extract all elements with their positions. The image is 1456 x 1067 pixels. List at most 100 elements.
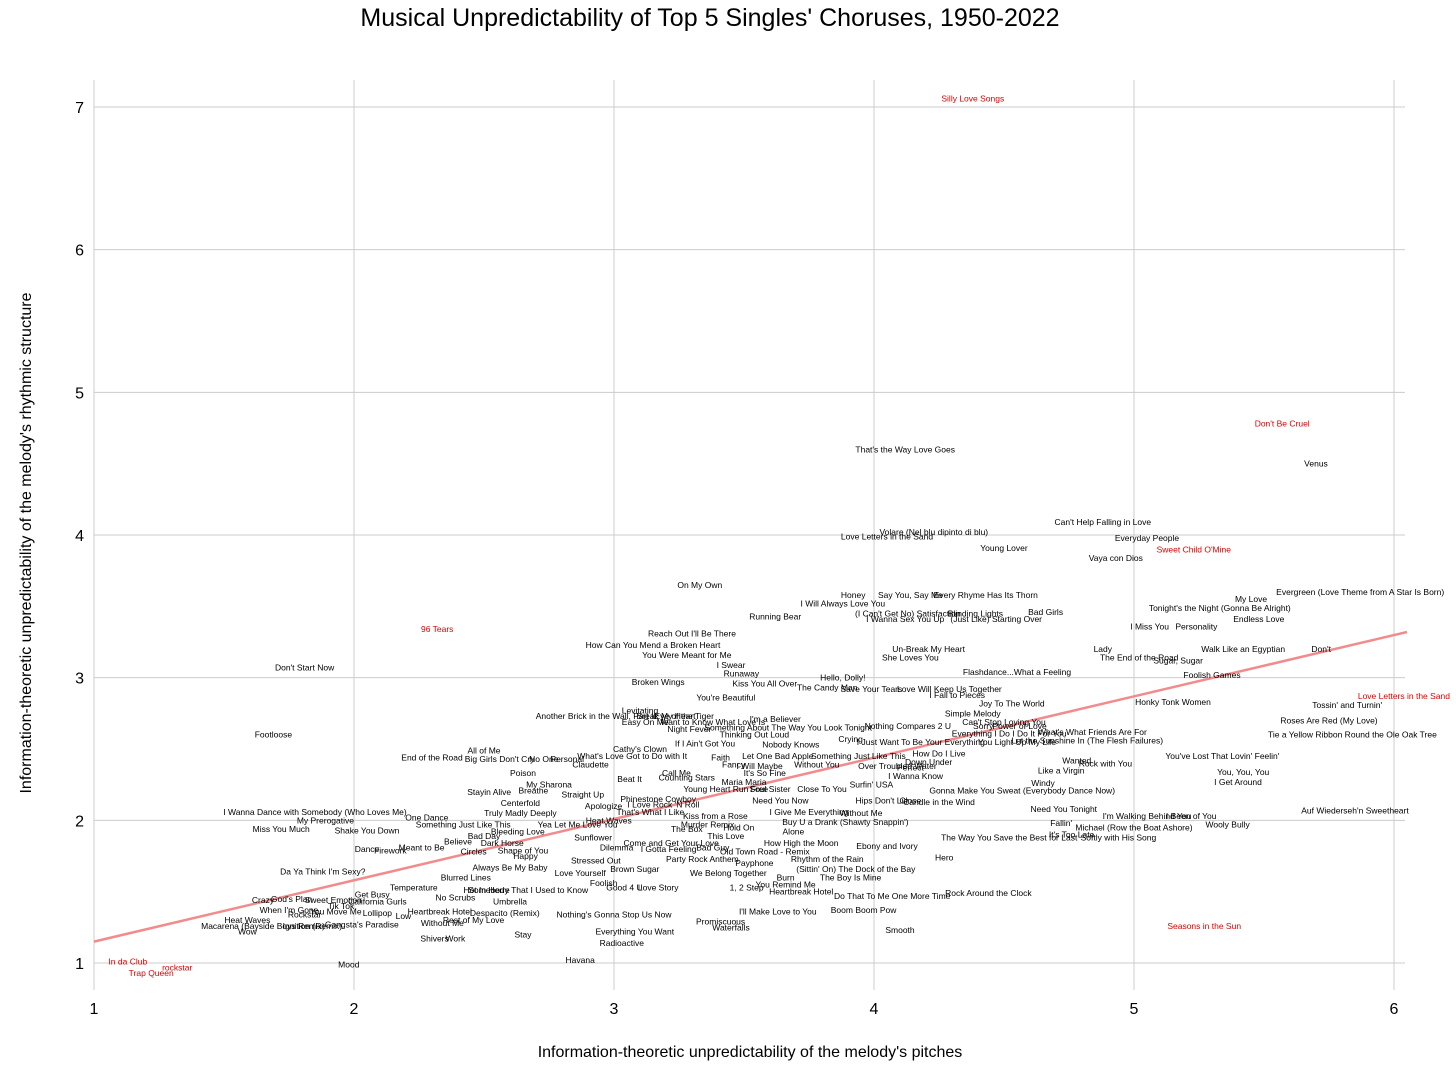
song-label: Lollipop — [363, 908, 393, 918]
song-label: Fancy — [722, 760, 746, 770]
trend-line — [93, 630, 1408, 943]
song-label: Somebody That I Used to Know — [468, 885, 589, 895]
song-label: Let the Sunshine In (The Flesh Failures) — [1011, 735, 1163, 745]
song-label: What's What Friends Are For — [1038, 727, 1147, 737]
outlier-song-label: Sweet Child O'Mine — [1157, 544, 1232, 554]
song-label: Without You — [794, 760, 840, 770]
song-label: 1, 2 Step — [730, 882, 764, 892]
song-label: How High the Moon — [764, 838, 839, 848]
song-label: Evergreen (Love Theme from A Star Is Bor… — [1276, 587, 1444, 597]
song-label: Windy — [1031, 778, 1055, 788]
song-label: Dilemma — [600, 842, 634, 852]
song-label: Tie a Yellow Ribbon Round the Ole Oak Tr… — [1268, 730, 1437, 740]
song-label: Shivers — [420, 934, 448, 944]
song-label: Rockstar — [288, 909, 322, 919]
song-label: Blinding Lights — [948, 608, 1003, 618]
song-label: (Sittin' On) The Dock of the Bay — [796, 864, 916, 874]
song-label: Footloose — [255, 730, 293, 740]
song-label: You Remind Me — [756, 880, 816, 890]
song-label: Something Just Like This — [811, 751, 906, 761]
song-label: Sugar, Sugar — [1153, 656, 1203, 666]
song-label: Bad Guy — [696, 842, 730, 852]
song-label: Promiscuous — [696, 917, 745, 927]
song-label: Macarena (Bayside Boys Remix) — [201, 921, 325, 931]
song-label: I'll Make Love to You — [739, 907, 817, 917]
song-label: Call Me — [662, 768, 691, 778]
song-label: Everything I Do I Do It For You — [952, 728, 1067, 738]
song-label: Heat Waves — [586, 815, 632, 825]
x-tick-label: 5 — [1130, 1001, 1139, 1018]
song-label: Lady — [1094, 644, 1113, 654]
song-label: Venus — [1304, 459, 1328, 469]
song-label: Don't Start Now — [275, 663, 335, 673]
song-label: Tossin' and Turnin' — [1312, 700, 1382, 710]
song-label: Power of Love — [992, 721, 1047, 731]
song-label: Endless Love — [1233, 614, 1284, 624]
song-label: Come and Get Your Love — [623, 838, 719, 848]
song-label: It's So Fine — [744, 768, 787, 778]
song-label: Everyday People — [1115, 533, 1180, 543]
song-label: Gangsta's Paradise — [325, 919, 399, 929]
song-label: You Were Meant for Me — [642, 650, 732, 660]
song-label: If I Ain't Got You — [675, 738, 735, 748]
song-label: Surfin' USA — [850, 780, 894, 790]
song-label: Heat Waves — [224, 915, 270, 925]
song-label: Foolish — [590, 878, 618, 888]
song-label: Shape of You — [498, 845, 549, 855]
song-label: Need You Now — [752, 795, 809, 805]
song-label: Buy U a Drank (Shawty Snappin') — [782, 817, 909, 827]
song-label: Joy To The World — [979, 698, 1045, 708]
song-label: Runaway — [724, 668, 760, 678]
y-tick-label: 6 — [75, 243, 84, 260]
song-label: Love Story — [638, 882, 679, 892]
song-label: Bad Day — [468, 831, 501, 841]
song-label: Un-Break My Heart — [892, 644, 965, 654]
x-tick-label: 6 — [1390, 1001, 1399, 1018]
song-label: Break My Heart — [636, 711, 696, 721]
song-label: Save Your Tears — [841, 684, 903, 694]
song-label: Heartbreak Hotel — [769, 887, 833, 897]
outlier-song-label: Don't Be Cruel — [1255, 419, 1310, 429]
song-label: Dark Horse — [481, 838, 524, 848]
song-label: Stayin Alive — [467, 787, 511, 797]
song-label: Sunflower — [574, 832, 612, 842]
song-label: I Been of You — [1166, 811, 1217, 821]
y-tick-label: 1 — [75, 956, 84, 973]
song-label: Centerfold — [501, 798, 540, 808]
song-label: We Belong Together — [690, 868, 767, 878]
song-label: You're Beautiful — [696, 693, 755, 703]
song-label: Mood — [338, 959, 360, 969]
song-label: Apologize — [585, 801, 623, 811]
song-label: Burn — [777, 872, 795, 882]
song-label: Circles — [461, 847, 487, 857]
song-label: No One — [529, 754, 559, 764]
song-label: Fallin' — [1050, 818, 1072, 828]
song-label: Sweet Emotion — [305, 895, 362, 905]
song-label: The Way You Save the Best for Last — [941, 832, 1078, 842]
song-label: Straight Up — [562, 790, 605, 800]
song-label: I Will Maybe — [736, 761, 783, 771]
song-label: I Fall to Pieces — [929, 690, 985, 700]
song-label: You Move Me — [310, 907, 362, 917]
song-label: It's Too Late — [1049, 830, 1095, 840]
song-label: I Miss You — [1130, 621, 1169, 631]
song-label: Love Letters in the Sand — [841, 531, 933, 541]
song-label: Candle in the Wind — [903, 797, 975, 807]
song-label: Every Rhyme Has Its Thorn — [934, 590, 1039, 600]
song-label: Love Will Keep Us Together — [897, 684, 1002, 694]
song-label: Broken Wings — [632, 677, 685, 687]
song-label: The End of the Road — [1100, 653, 1179, 663]
song-label: Dance — [355, 844, 380, 854]
song-label: Do That To Me One More Time — [834, 891, 951, 901]
song-label: Crying — [838, 734, 863, 744]
song-label: Hello, Dolly! — [820, 673, 865, 683]
song-label: This Love — [707, 831, 744, 841]
song-label: Radioactive — [600, 938, 645, 948]
song-label: Rhythm of the Rain — [791, 854, 864, 864]
song-label: Young Heart Run Free — [683, 784, 768, 794]
song-label: I'm a Believer — [750, 714, 801, 724]
song-label: Havana — [566, 955, 596, 965]
song-label: I Give Me Everything — [770, 807, 849, 817]
song-label: Personality — [1175, 621, 1218, 631]
